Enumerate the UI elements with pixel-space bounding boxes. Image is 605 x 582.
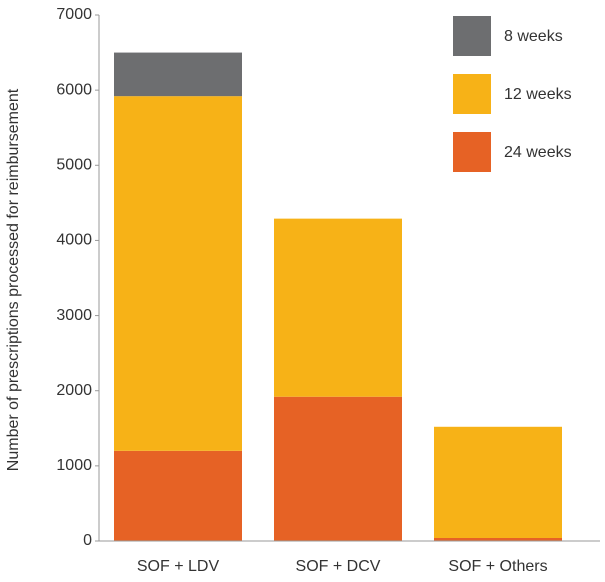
bar-segment (114, 52, 242, 97)
bar-segment (274, 218, 402, 397)
legend-swatch (453, 74, 491, 114)
y-tick-label: 0 (83, 532, 92, 549)
legend-label: 24 weeks (504, 144, 572, 161)
x-tick-label: SOF + Others (448, 558, 547, 575)
y-axis-label: Number of prescriptions processed for re… (5, 88, 22, 471)
y-tick-label: 7000 (56, 6, 92, 23)
legend-label: 12 weeks (504, 86, 572, 103)
y-tick-label: 3000 (56, 307, 92, 324)
y-tick-label: 4000 (56, 232, 92, 249)
bar-segment (434, 426, 562, 538)
y-tick-label: 6000 (56, 81, 92, 98)
legend-label: 8 weeks (504, 28, 563, 45)
y-tick-label: 2000 (56, 382, 92, 399)
bar-segment (434, 537, 562, 541)
bar-segment (274, 396, 402, 541)
bar-segment (114, 450, 242, 541)
legend-swatch (453, 132, 491, 172)
bar-segment (114, 96, 242, 451)
x-tick-label: SOF + LDV (137, 558, 220, 575)
y-tick-label: 1000 (56, 457, 92, 474)
x-tick-label: SOF + DCV (296, 558, 381, 575)
legend-swatch (453, 16, 491, 56)
y-tick-label: 5000 (56, 157, 92, 174)
